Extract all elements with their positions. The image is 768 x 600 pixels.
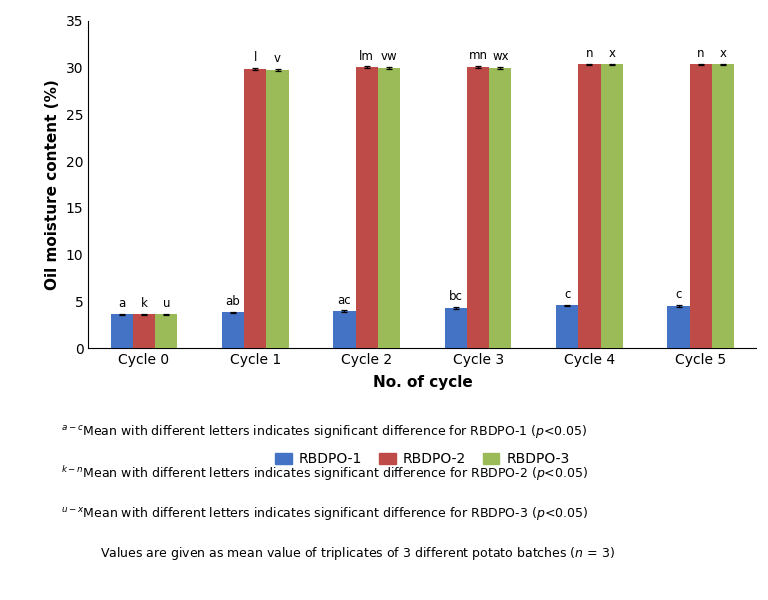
Text: l: l	[253, 51, 257, 64]
Text: a: a	[118, 297, 125, 310]
Text: ab: ab	[226, 295, 240, 308]
Bar	[667, 306, 690, 348]
Bar	[601, 64, 623, 348]
Text: $^{a-c}$Mean with different letters indicates significant difference for RBDPO-1: $^{a-c}$Mean with different letters indi…	[61, 423, 588, 440]
Bar	[467, 67, 489, 348]
Bar	[356, 67, 378, 348]
Bar	[712, 64, 734, 348]
Text: bc: bc	[449, 290, 463, 304]
Legend: RBDPO-1, RBDPO-2, RBDPO-3: RBDPO-1, RBDPO-2, RBDPO-3	[270, 446, 575, 472]
Bar	[111, 314, 133, 348]
Text: u: u	[163, 297, 170, 310]
Bar	[378, 68, 400, 348]
Bar	[445, 308, 467, 348]
Text: v: v	[274, 52, 281, 65]
Bar	[155, 314, 177, 348]
Bar	[556, 305, 578, 348]
Text: k: k	[141, 297, 147, 310]
Text: mn: mn	[468, 49, 488, 62]
Text: Values are given as mean value of triplicates of 3 different potato batches ($n$: Values are given as mean value of tripli…	[100, 545, 614, 562]
Text: ac: ac	[338, 293, 351, 307]
Text: x: x	[720, 47, 727, 60]
Bar	[578, 64, 601, 348]
Bar	[133, 314, 155, 348]
Bar	[244, 68, 266, 348]
Text: wx: wx	[492, 50, 508, 63]
Bar	[222, 313, 244, 348]
X-axis label: No. of cycle: No. of cycle	[372, 375, 472, 390]
Text: x: x	[608, 47, 615, 60]
Text: vw: vw	[381, 50, 397, 63]
Text: $^{k-n}$Mean with different letters indicates significant difference for RBDPO-2: $^{k-n}$Mean with different letters indi…	[61, 464, 588, 482]
Bar	[333, 311, 356, 348]
Text: $^{u-x}$Mean with different letters indicates significant difference for RBDPO-3: $^{u-x}$Mean with different letters indi…	[61, 505, 588, 521]
Bar	[489, 68, 511, 348]
Y-axis label: Oil moisture content (%): Oil moisture content (%)	[45, 79, 60, 290]
Text: lm: lm	[359, 50, 374, 62]
Bar	[690, 64, 712, 348]
Text: c: c	[564, 288, 571, 301]
Text: c: c	[675, 289, 682, 301]
Text: n: n	[586, 47, 593, 60]
Bar	[266, 70, 289, 348]
Text: n: n	[697, 47, 704, 60]
